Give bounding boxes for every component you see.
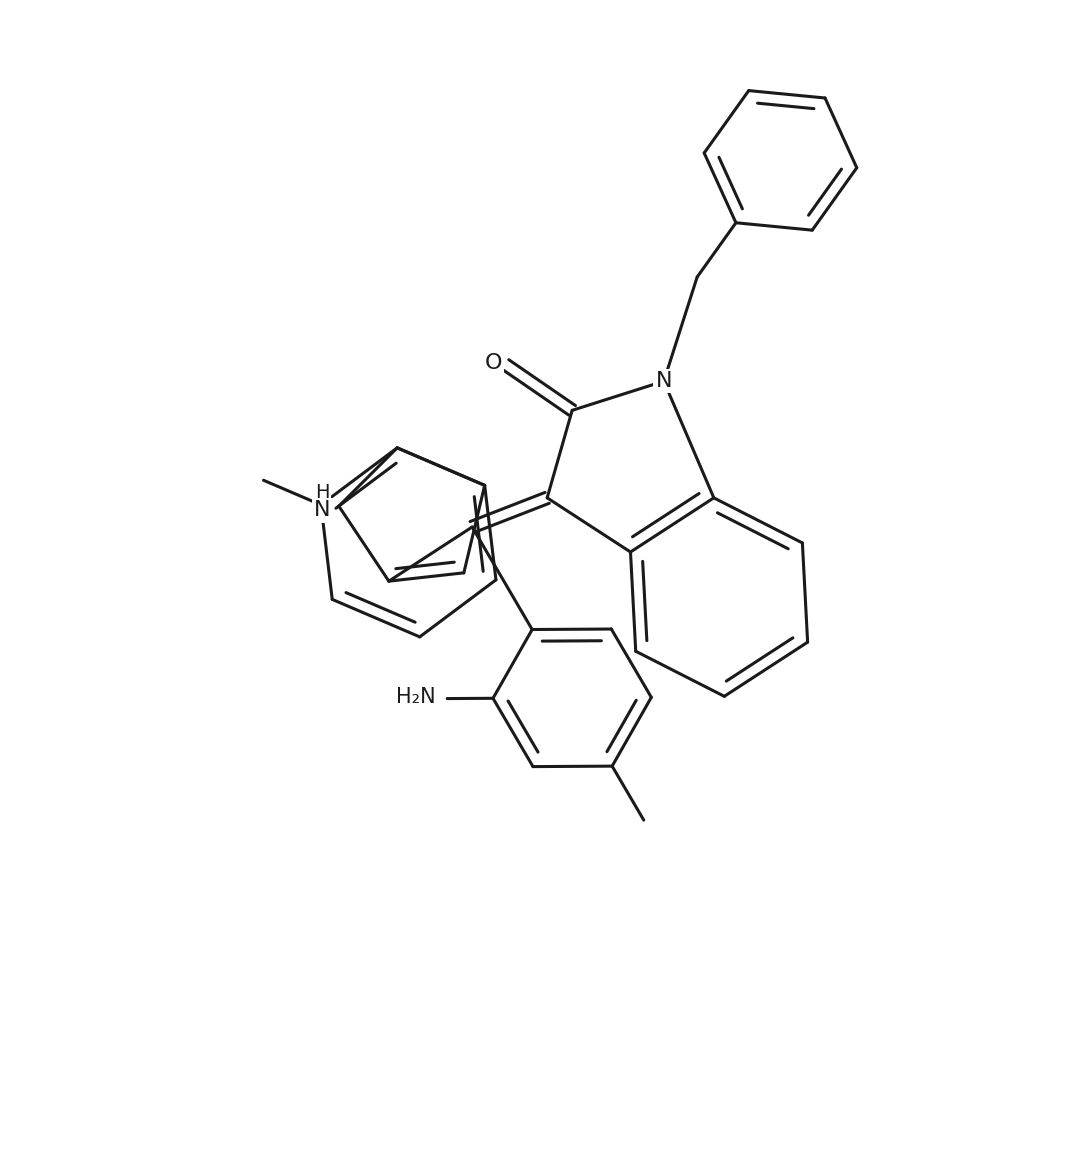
Text: N: N [314,501,330,520]
Text: N: N [656,372,672,391]
Text: H₂N: H₂N [395,687,435,707]
Text: H: H [315,484,329,502]
Text: O: O [484,353,502,373]
